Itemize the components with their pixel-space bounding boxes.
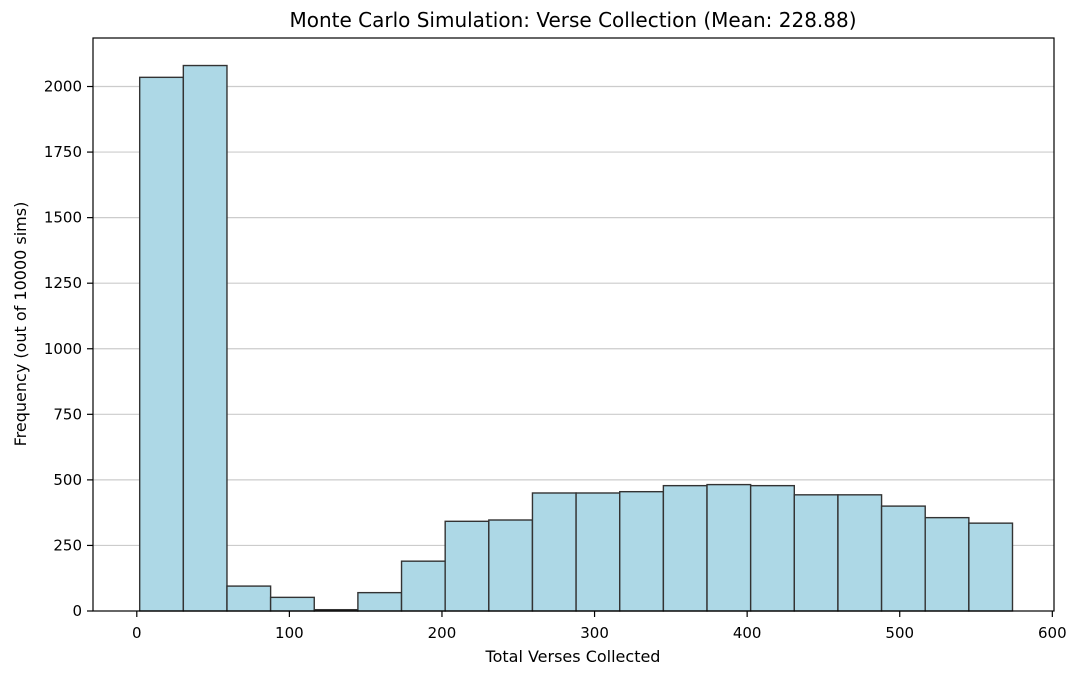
y-tick-label: 250	[53, 536, 82, 554]
histogram-bar	[182, 64, 228, 612]
histogram-bar	[226, 585, 272, 612]
x-tick-label: 600	[1038, 624, 1067, 642]
y-axis-label: Frequency (out of 10000 sims)	[11, 202, 30, 447]
plot-frame	[92, 37, 1055, 612]
x-axis-ticks: 0 100 200 300 400 500 600	[132, 611, 1067, 642]
histogram-bar	[706, 483, 752, 612]
histogram-bar	[749, 484, 795, 612]
y-tick-label: 750	[53, 405, 82, 423]
y-tick-label: 1500	[44, 209, 82, 227]
chart-title: Monte Carlo Simulation: Verse Collection…	[289, 8, 856, 32]
x-tick-label: 500	[885, 624, 914, 642]
histogram-bar	[880, 505, 926, 612]
histogram-bar	[444, 520, 490, 612]
histogram-bar	[357, 591, 403, 612]
histogram-bar	[793, 494, 839, 612]
histogram-bar	[269, 596, 315, 612]
histogram-bar	[619, 490, 665, 612]
histogram-bar	[400, 560, 446, 612]
x-tick-label: 0	[132, 624, 142, 642]
x-axis-label: Total Verses Collected	[485, 647, 661, 666]
x-tick-label: 100	[275, 624, 304, 642]
histogram-bar	[138, 76, 185, 612]
y-tick-label: 500	[53, 471, 82, 489]
y-tick-label: 1000	[44, 340, 82, 358]
histogram-bar	[488, 519, 534, 612]
y-tick-label: 1250	[44, 274, 82, 292]
y-tick-label: 1750	[44, 143, 82, 161]
bars-group	[138, 64, 1014, 612]
histogram-bar	[531, 492, 577, 612]
grid-lines	[93, 85, 1054, 547]
histogram-bar	[968, 522, 1014, 612]
x-tick-label: 200	[428, 624, 457, 642]
histogram-bar	[924, 516, 970, 612]
x-tick-label: 300	[580, 624, 609, 642]
histogram-bar	[662, 484, 708, 612]
y-tick-label: 2000	[44, 78, 82, 96]
histogram-bar	[837, 494, 883, 612]
x-tick-label: 400	[733, 624, 762, 642]
y-tick-label: 0	[72, 602, 82, 620]
y-axis-ticks: 0 250 500 750 1000 1250 1500 1750 2000	[44, 78, 93, 620]
histogram-bar	[575, 492, 621, 612]
